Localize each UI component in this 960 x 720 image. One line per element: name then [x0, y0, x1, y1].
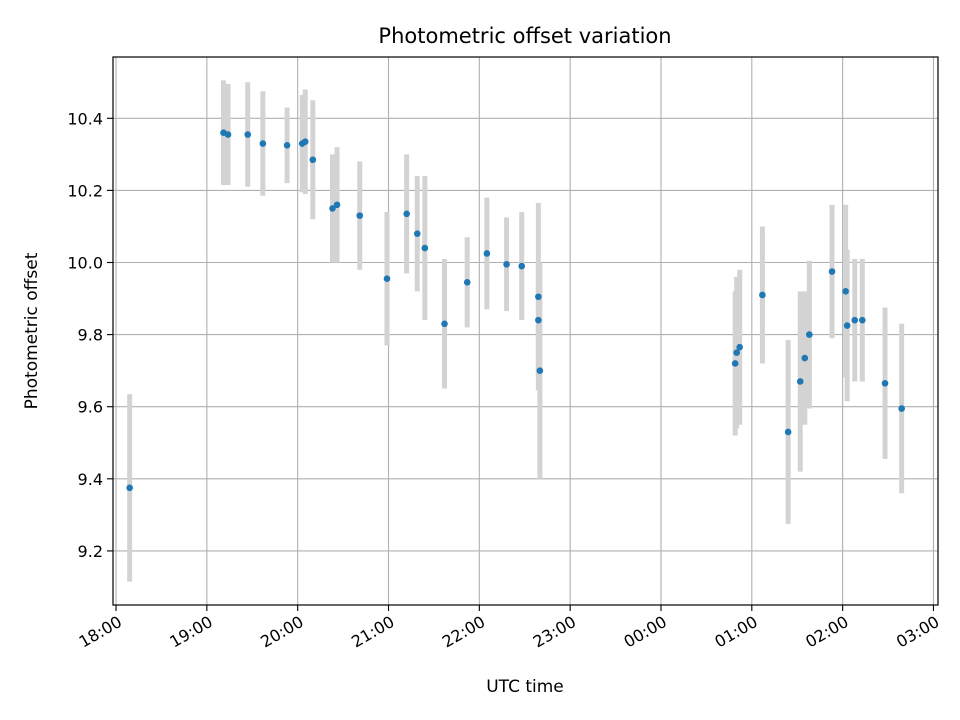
data-point	[736, 343, 743, 351]
data-point	[843, 322, 851, 329]
plot-frame	[112, 56, 939, 606]
x-axis-ticks: 18:00 19:00 20:00 21:00 22:00 23:00 00:00 01:00…	[76, 605, 942, 652]
data-point	[329, 205, 336, 212]
y-tick-label: 9.6	[78, 398, 103, 417]
y-tick-label: 10.4	[67, 109, 103, 128]
data-point	[518, 262, 526, 270]
x-tick-label: 02:00	[802, 612, 851, 652]
data-point	[842, 288, 849, 295]
data-points	[126, 129, 905, 492]
x-tick-label: 00:00	[621, 612, 670, 652]
y-tick-label: 9.2	[78, 542, 103, 561]
data-point	[503, 261, 510, 268]
x-tick-label: 23:00	[530, 612, 579, 652]
data-point	[333, 201, 341, 209]
grid	[113, 57, 938, 605]
data-point	[731, 360, 739, 367]
y-tick-label: 10.0	[67, 254, 103, 273]
x-tick-label: 22:00	[439, 612, 488, 652]
data-point	[301, 138, 309, 146]
data-point	[881, 379, 889, 387]
data-point	[828, 268, 836, 275]
data-point	[535, 293, 542, 301]
data-point	[898, 405, 905, 412]
x-tick-label: 19:00	[166, 612, 215, 652]
data-point	[483, 250, 491, 257]
data-point	[784, 428, 792, 436]
x-tick-label: 18:00	[76, 612, 125, 652]
x-tick-label: 01:00	[711, 612, 760, 652]
data-point	[859, 316, 866, 324]
data-point	[309, 156, 317, 164]
data-point	[283, 142, 291, 149]
errorbars	[127, 80, 905, 582]
x-axis-title: UTC time	[486, 677, 564, 697]
data-point	[806, 331, 813, 338]
data-point	[851, 316, 859, 324]
data-point	[356, 212, 364, 219]
x-tick-label: 21:00	[348, 612, 397, 652]
x-tick-label: 20:00	[257, 612, 306, 652]
data-point	[244, 131, 252, 138]
y-tick-label: 9.8	[78, 326, 103, 345]
y-tick-label: 9.4	[78, 470, 103, 489]
data-point	[421, 244, 429, 252]
data-point	[536, 367, 544, 374]
data-point	[403, 210, 410, 218]
data-point	[796, 378, 804, 385]
data-point	[383, 275, 391, 283]
data-point	[759, 291, 766, 299]
data-point	[535, 316, 542, 324]
data-point	[463, 279, 471, 286]
data-point	[224, 131, 232, 138]
data-point	[126, 484, 133, 492]
x-tick-label: 03:00	[893, 612, 942, 652]
data-point	[801, 354, 809, 362]
data-point	[441, 320, 448, 328]
data-point	[259, 140, 267, 147]
data-point	[733, 349, 740, 356]
chart-title: Photometric offset variation	[378, 24, 671, 48]
y-axis-ticks: 9.2 9.4 9.6 9.8 10.0 10.2 10.4	[67, 109, 113, 561]
y-tick-label: 10.2	[67, 181, 103, 200]
y-axis-title: Photometric offset	[22, 252, 42, 409]
data-point	[413, 230, 421, 237]
